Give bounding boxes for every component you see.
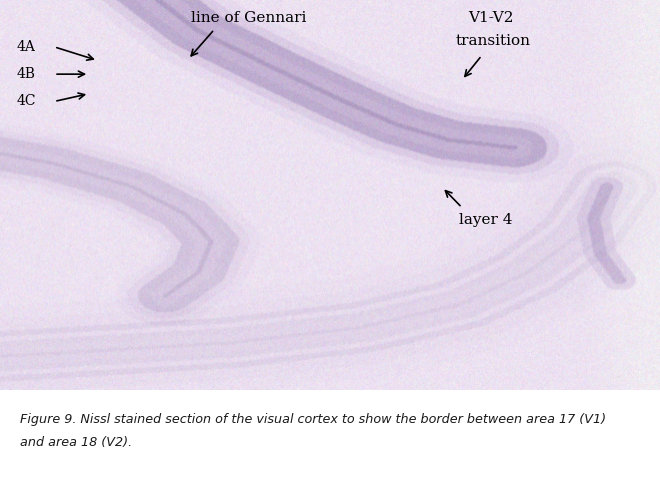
Text: layer 4: layer 4 <box>459 213 512 228</box>
Text: Figure 9. Nissl stained section of the visual cortex to show the border between : Figure 9. Nissl stained section of the v… <box>20 413 606 426</box>
Text: 4A: 4A <box>16 40 36 54</box>
Text: V1-V2: V1-V2 <box>469 10 514 25</box>
Text: line of Gennari: line of Gennari <box>191 10 307 25</box>
Text: 4C: 4C <box>16 94 36 109</box>
Text: transition: transition <box>455 34 531 48</box>
Text: 4B: 4B <box>16 67 36 81</box>
Text: and area 18 (V2).: and area 18 (V2). <box>20 436 132 449</box>
